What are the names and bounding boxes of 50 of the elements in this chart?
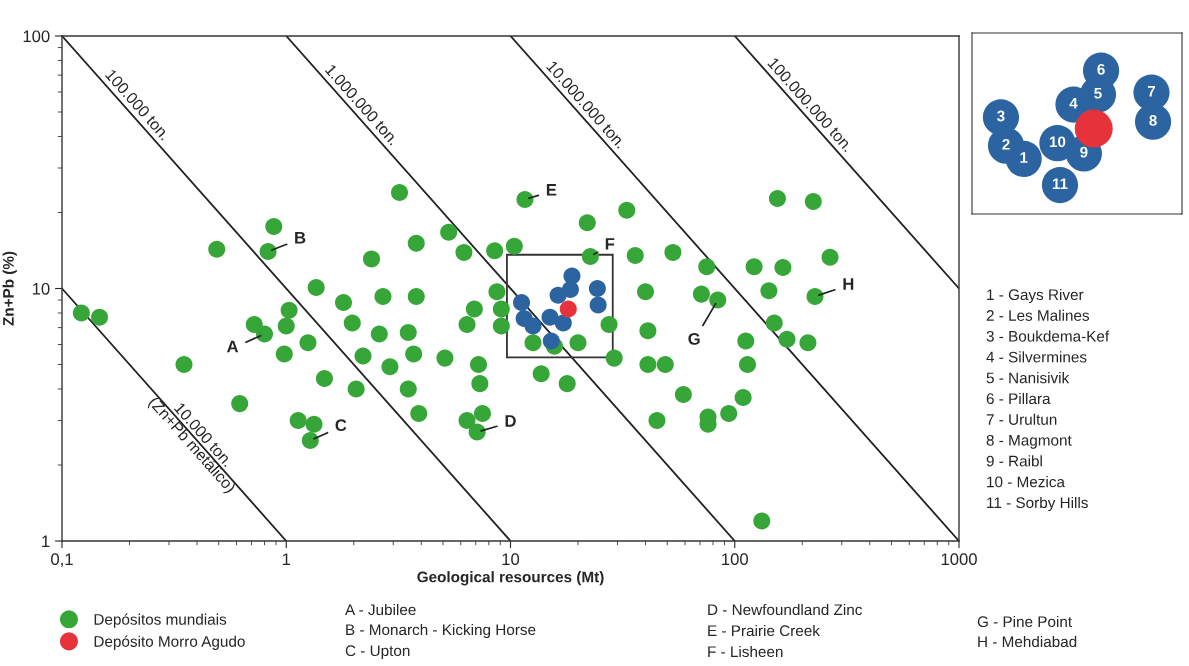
y-tick-label: 10 — [32, 282, 50, 295]
category-label: 4 — [1069, 97, 1078, 109]
x-tick-label: 0,1 — [51, 553, 73, 568]
annotation: G — [688, 333, 700, 345]
annotation: E — [546, 184, 557, 196]
x-tick-label: 10 — [502, 553, 520, 566]
annotation: C — [335, 419, 347, 432]
category-label: 2 — [1002, 138, 1010, 150]
text: A - Jubilee — [345, 603, 416, 616]
text: B - Monarch - Kicking Horse — [346, 623, 536, 639]
text: 5 - Nanisivik — [986, 372, 1070, 384]
y-tick-label: 100 — [23, 30, 50, 43]
category-label: 6 — [1097, 63, 1105, 75]
annotation: F — [605, 238, 615, 250]
annotation: A — [226, 340, 239, 353]
x-tick-label: 1000 — [941, 553, 977, 566]
text: 9 - Raibl — [986, 455, 1042, 467]
x-tick-label: 1 — [282, 553, 291, 565]
legend-label: Depósitos mundiais — [94, 613, 227, 628]
text: 11 - Sorby Hills — [987, 496, 1088, 512]
category-label: 10 — [1049, 136, 1066, 148]
text: E - Prairie Creek — [708, 624, 820, 637]
text: 6 - Pillara — [986, 392, 1051, 405]
x-axis-title: Geological resources (Mt) — [417, 571, 604, 586]
annotation: D — [505, 415, 516, 427]
text: G - Pine Point — [977, 615, 1072, 628]
text: 10 - Mezica — [987, 476, 1065, 488]
text: 2 - Les Malines — [986, 309, 1090, 321]
text: 8 - Magmont — [986, 434, 1072, 449]
category-label: 1 — [1020, 152, 1028, 163]
category-label: 3 — [997, 110, 1005, 122]
text: 4 - Silvermines — [986, 351, 1087, 363]
category-label: 11 — [1052, 178, 1068, 189]
text: F - Lisheen — [708, 645, 783, 658]
text: 1 - Gays River — [987, 288, 1084, 304]
text: C - Upton — [345, 645, 410, 660]
text: 3 - Boukdema-Kef — [986, 330, 1110, 342]
x-tick-label: 100 — [722, 553, 748, 566]
y-tick-label: 1 — [42, 535, 50, 548]
annotation: H — [843, 278, 854, 290]
category-label: 9 — [1080, 146, 1088, 158]
y-axis-title: Zn+Pb (%) — [2, 251, 17, 326]
category-label: 8 — [1149, 115, 1157, 126]
text: 7 - Urultun — [986, 413, 1057, 425]
text: D - Newfoundland Zinc — [708, 603, 862, 616]
category-label: 7 — [1147, 86, 1156, 97]
category-label: 5 — [1094, 87, 1102, 99]
annotation: B — [295, 231, 306, 244]
text: H - Mehdiabad — [978, 635, 1077, 648]
legend-label: Depósito Morro Agudo — [94, 635, 245, 650]
